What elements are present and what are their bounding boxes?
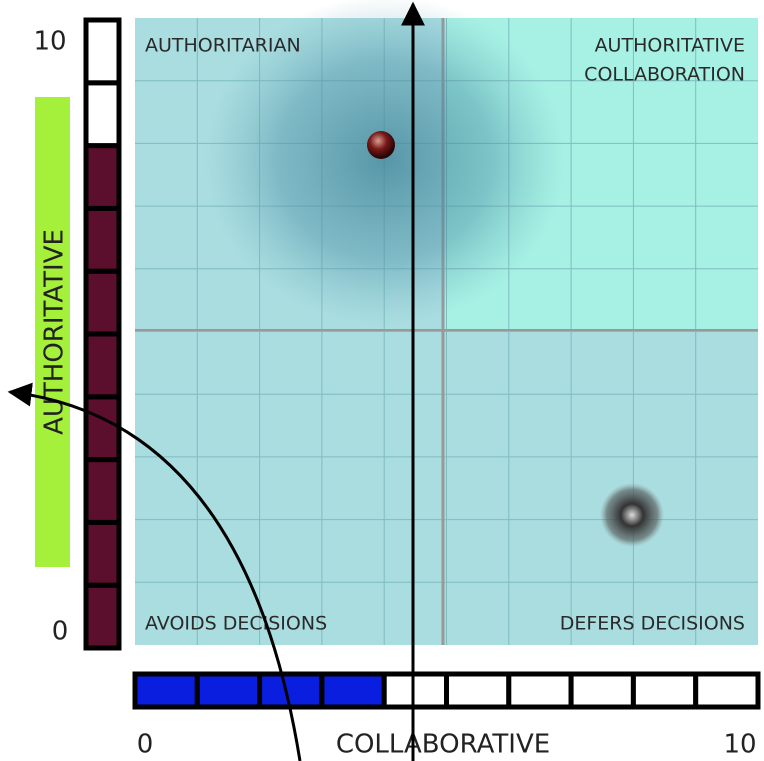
x-axis-label: COLLABORATIVE <box>336 730 550 760</box>
score-cell <box>86 460 119 523</box>
score-cell <box>260 674 322 707</box>
score-cell <box>447 674 509 707</box>
quadrant-plot: AUTHORITARIAN AUTHORITATIVE COLLABORATIO… <box>135 0 758 645</box>
score-cell <box>86 146 119 209</box>
score-cell <box>86 83 119 146</box>
diagram: AUTHORITARIAN AUTHORITATIVE COLLABORATIO… <box>0 0 764 761</box>
score-cell <box>86 522 119 585</box>
score-cell <box>571 674 633 707</box>
quadrant-label: DEFERS DECISIONS <box>560 613 745 635</box>
spiral-marker <box>600 483 664 547</box>
score-cell <box>86 208 119 271</box>
score-cell <box>197 674 259 707</box>
y-axis-min: 0 <box>52 617 69 647</box>
score-cell <box>86 334 119 397</box>
score-cell <box>384 674 446 707</box>
score-cell <box>696 674 758 707</box>
score-cell <box>86 585 119 648</box>
y-axis-max: 10 <box>33 27 66 57</box>
score-cell <box>86 271 119 334</box>
score-cell <box>633 674 695 707</box>
quadrant-label: AUTHORITATIVE <box>595 35 745 57</box>
x-axis-min: 0 <box>137 730 154 760</box>
score-cell <box>509 674 571 707</box>
score-cell <box>322 674 384 707</box>
quadrant-label: AUTHORITARIAN <box>145 35 301 57</box>
x-axis-max: 10 <box>723 730 756 760</box>
score-cell <box>86 20 119 83</box>
score-cell <box>86 397 119 460</box>
quadrant-label: COLLABORATION <box>584 64 745 86</box>
position-dot <box>367 131 395 159</box>
score-cell <box>135 674 197 707</box>
quadrant-label: AVOIDS DECISIONS <box>145 613 327 635</box>
